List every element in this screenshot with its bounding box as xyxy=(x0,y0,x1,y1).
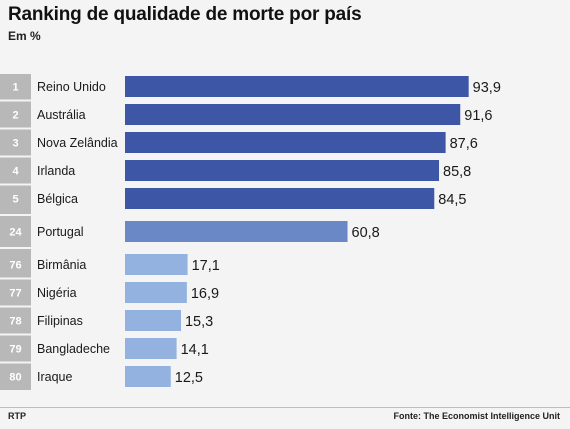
bar xyxy=(125,160,440,181)
rank-label: 2 xyxy=(12,110,18,122)
bar xyxy=(125,254,188,275)
value-label: 14,1 xyxy=(181,342,209,358)
rank-separator xyxy=(0,155,31,158)
bar xyxy=(125,188,435,209)
rank-label: 80 xyxy=(9,372,21,384)
value-label: 12,5 xyxy=(175,370,203,386)
rank-band xyxy=(0,74,31,390)
value-label: 93,9 xyxy=(473,80,501,96)
footer-credit: RTP xyxy=(8,411,26,421)
rank-separator xyxy=(0,305,31,308)
rank-separator xyxy=(0,127,31,130)
country-label: Portugal xyxy=(37,225,84,239)
rank-label: 1 xyxy=(12,82,18,94)
rank-label: 5 xyxy=(12,194,18,206)
value-label: 91,6 xyxy=(464,108,492,124)
bar xyxy=(125,132,446,153)
rank-separator xyxy=(0,214,31,216)
rank-separator xyxy=(0,183,31,186)
rank-label: 4 xyxy=(12,166,19,178)
bar xyxy=(125,366,171,387)
rank-label: 24 xyxy=(9,227,22,239)
rank-separator xyxy=(0,99,31,102)
country-label: Austrália xyxy=(37,108,86,122)
country-label: Birmânia xyxy=(37,258,86,272)
rank-label: 76 xyxy=(9,260,21,272)
value-label: 15,3 xyxy=(185,314,213,330)
country-label: Reino Unido xyxy=(37,80,106,94)
chart-subtitle: Em % xyxy=(8,29,41,43)
rank-label: 78 xyxy=(9,316,21,328)
rank-label: 79 xyxy=(9,344,21,356)
rank-separator xyxy=(0,277,31,280)
bar xyxy=(125,221,348,242)
bar xyxy=(125,104,461,125)
rank-separator xyxy=(0,247,31,249)
bar xyxy=(125,338,177,359)
chart-title: Ranking de qualidade de morte por país xyxy=(8,4,362,25)
value-label: 85,8 xyxy=(443,164,471,180)
value-label: 87,6 xyxy=(450,136,478,152)
country-label: Irlanda xyxy=(37,164,75,178)
value-label: 17,1 xyxy=(192,258,220,274)
footer-source: Fonte: The Economist Intelligence Unit xyxy=(393,411,560,421)
bar xyxy=(125,282,187,303)
value-label: 84,5 xyxy=(438,192,466,208)
country-label: Nova Zelândia xyxy=(37,136,118,150)
country-label: Filipinas xyxy=(37,314,83,328)
bar-chart: 1 Reino Unido 93,9 2 Austrália 91,6 3 Nova Zelâ… xyxy=(0,74,501,390)
rank-separator xyxy=(0,361,31,364)
value-label: 16,9 xyxy=(191,286,219,302)
value-label: 60,8 xyxy=(352,225,380,241)
country-label: Nigéria xyxy=(37,286,77,300)
bar xyxy=(125,76,469,97)
rank-separator xyxy=(0,333,31,336)
footer-divider xyxy=(0,407,570,408)
country-label: Bangladeche xyxy=(37,342,110,356)
country-label: Bélgica xyxy=(37,192,78,206)
bar xyxy=(125,310,181,331)
rank-label: 77 xyxy=(9,288,21,300)
country-label: Iraque xyxy=(37,370,72,384)
rank-label: 3 xyxy=(12,138,18,150)
